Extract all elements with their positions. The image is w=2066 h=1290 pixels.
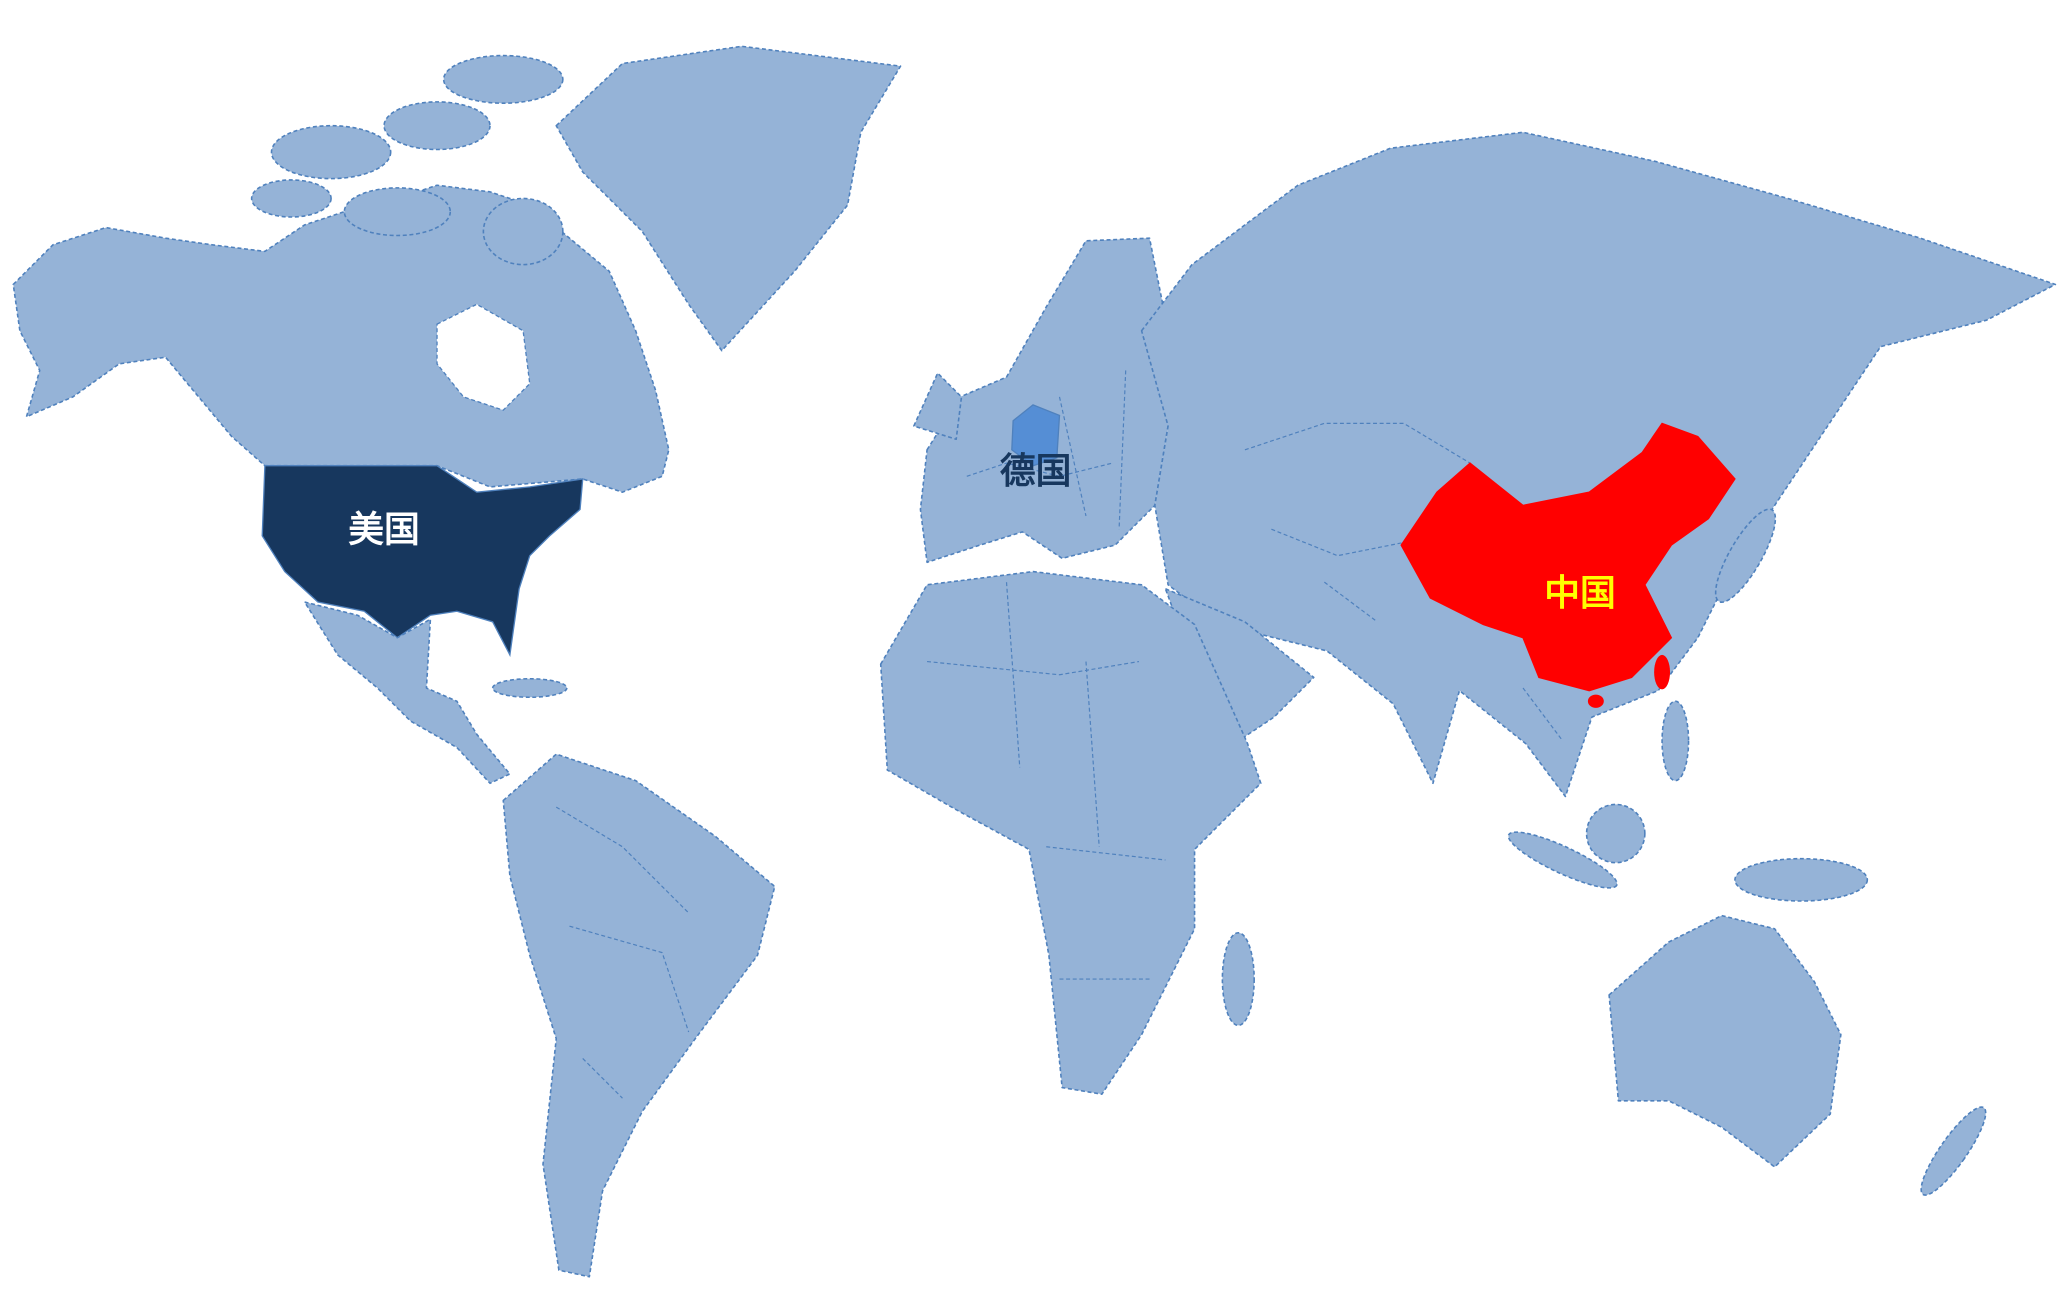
- country-germany[interactable]: [1011, 404, 1061, 467]
- label-china: 中国: [1544, 572, 1616, 614]
- label-germany: 德国: [1000, 450, 1072, 492]
- new-guinea: [1734, 857, 1869, 902]
- hudson-bay: [436, 303, 531, 411]
- sea-island: [1585, 803, 1646, 864]
- country-borders: [926, 582, 1166, 980]
- arctic-island: [343, 187, 452, 237]
- country-china[interactable]: [1400, 422, 1736, 692]
- country-usa[interactable]: [261, 465, 584, 658]
- new-zealand: [1920, 1106, 1987, 1196]
- arctic-island: [482, 197, 564, 266]
- sea-island: [1661, 700, 1690, 782]
- sea-island: [1507, 831, 1618, 889]
- australia: [1608, 914, 1842, 1168]
- region-canada-alaska: [12, 184, 670, 493]
- uk-ireland: [913, 372, 963, 441]
- asia: [1140, 131, 2057, 798]
- africa: [879, 570, 1262, 1095]
- arctic-island: [442, 54, 564, 104]
- caribbean-island: [491, 677, 568, 699]
- japan: [1714, 508, 1777, 604]
- madagascar: [1221, 931, 1255, 1027]
- arctic-island: [270, 124, 392, 180]
- arctic-island: [250, 179, 332, 218]
- taiwan: [1654, 654, 1671, 690]
- south-america: [502, 753, 776, 1278]
- label-usa: 美国: [348, 508, 420, 550]
- arctic-island: [383, 101, 491, 151]
- country-borders: [966, 370, 1127, 530]
- hainan: [1587, 694, 1604, 708]
- region-mexico-central-america: [303, 601, 511, 785]
- country-borders: [555, 806, 690, 1099]
- greenland: [555, 45, 902, 352]
